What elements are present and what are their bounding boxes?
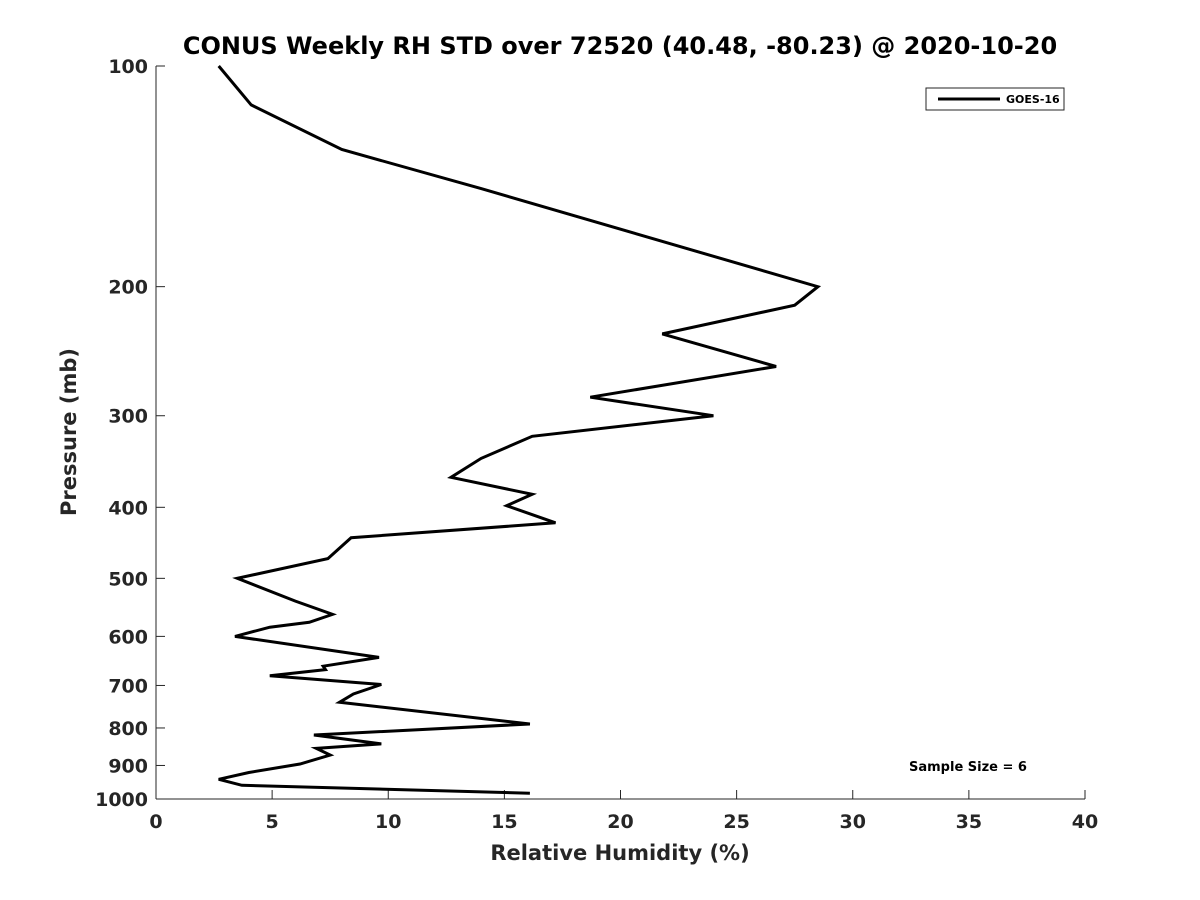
- series-layer: [217, 65, 822, 795]
- y-tick-label-500: 500: [108, 568, 148, 590]
- y-tick-label-100: 100: [108, 56, 148, 78]
- y-tick-label-900: 900: [108, 755, 148, 777]
- y-tick-label-700: 700: [108, 675, 148, 697]
- y-tick-label-600: 600: [108, 626, 148, 648]
- y-tick-label-300: 300: [108, 406, 148, 428]
- chart-title: CONUS Weekly RH STD over 72520 (40.48, -…: [183, 32, 1057, 60]
- x-tick-label-30: 30: [840, 811, 866, 833]
- y-axis-label: Pressure (mb): [57, 348, 81, 516]
- y-tick-label-1000: 1000: [95, 789, 148, 811]
- x-axis-label: Relative Humidity (%): [490, 841, 749, 865]
- legend-label-goes-16: GOES-16: [1006, 93, 1060, 106]
- legend: GOES-16: [925, 87, 1065, 111]
- series-line-goes-16: [217, 65, 822, 795]
- x-tick-label-0: 0: [149, 811, 162, 833]
- x-tick-label-15: 15: [491, 811, 517, 833]
- x-tick-label-5: 5: [266, 811, 279, 833]
- x-tick-label-20: 20: [607, 811, 633, 833]
- x-tick-label-25: 25: [723, 811, 749, 833]
- y-ticks: 100 200 300 400 500 600 700 800 900 1000: [95, 56, 165, 811]
- y-tick-label-400: 400: [108, 497, 148, 519]
- y-tick-label-800: 800: [108, 718, 148, 740]
- x-tick-label-40: 40: [1072, 811, 1098, 833]
- x-tick-label-35: 35: [956, 811, 982, 833]
- x-tick-label-10: 10: [375, 811, 401, 833]
- sample-size-annotation: Sample Size = 6: [909, 760, 1027, 775]
- y-tick-label-200: 200: [108, 277, 148, 299]
- x-ticks: 0 5 10 15 20 25 30 35 40: [149, 790, 1098, 833]
